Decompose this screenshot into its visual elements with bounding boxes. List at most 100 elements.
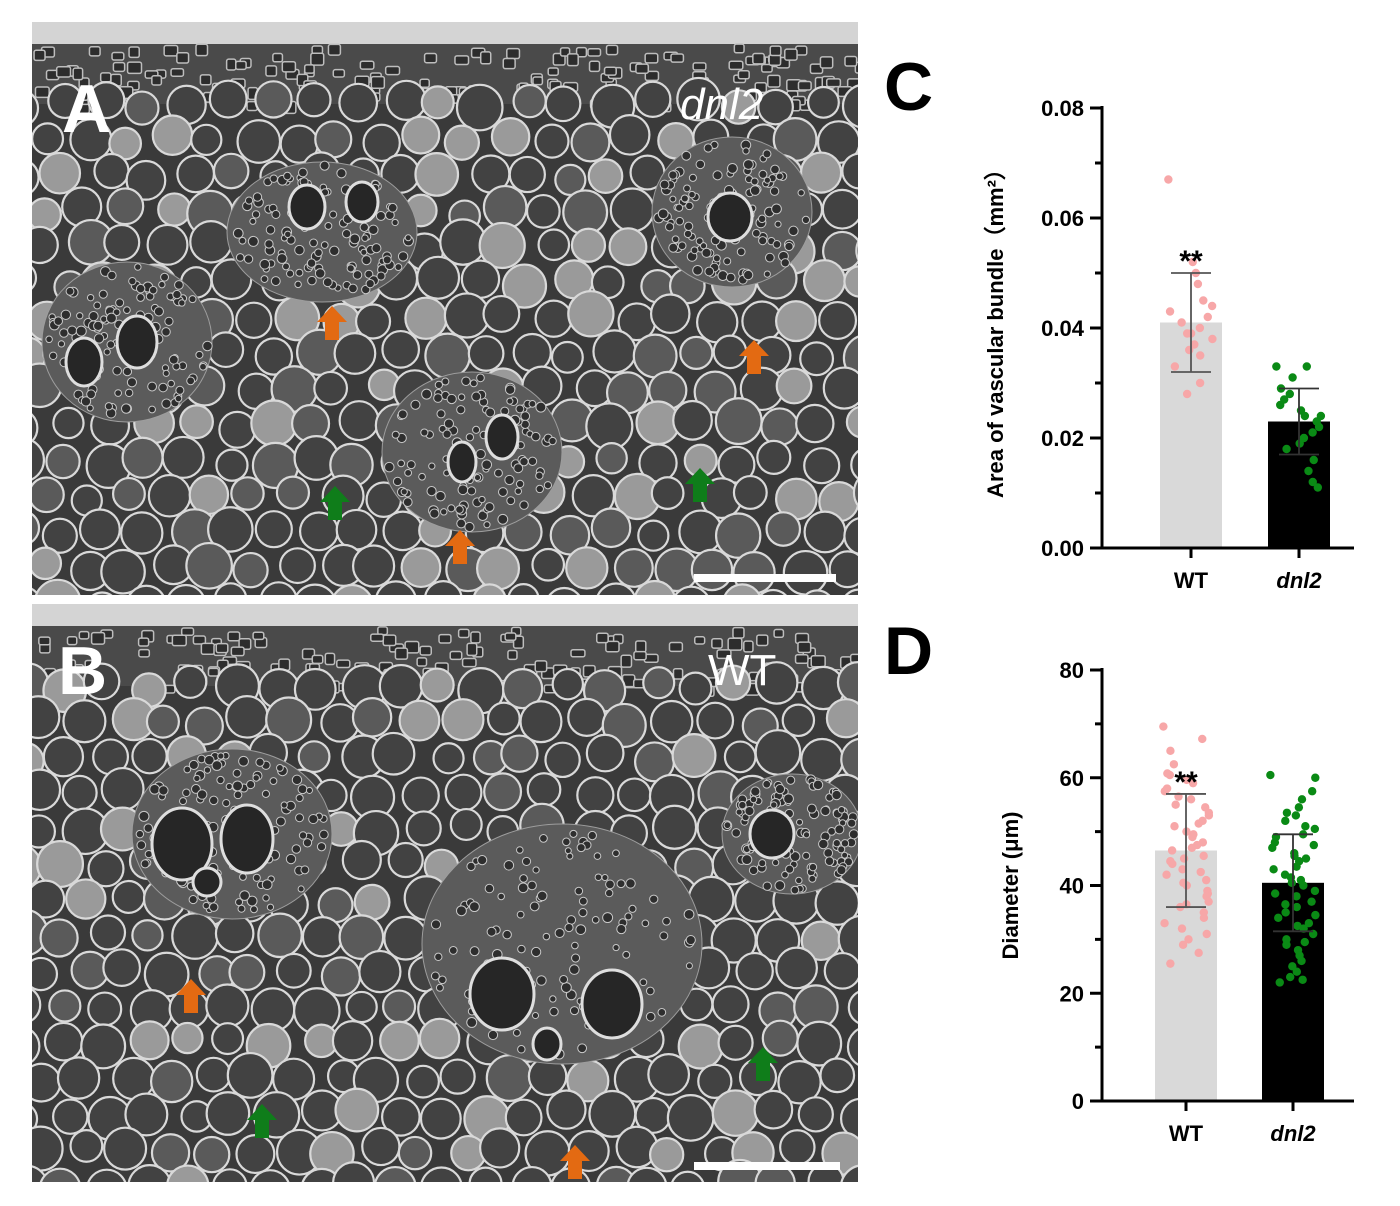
bundle-cell	[186, 376, 196, 386]
bundle-cell	[368, 224, 379, 235]
y-tick-label: 0	[1072, 1089, 1084, 1114]
small-cell	[479, 51, 492, 65]
vessel	[531, 1026, 563, 1062]
data-point-dnl2	[1274, 913, 1283, 923]
parenchyma-cell	[754, 661, 799, 705]
parenchyma-cell	[501, 668, 544, 710]
bundle-cell	[703, 143, 713, 153]
parenchyma-cell	[608, 227, 648, 267]
parenchyma-cell	[735, 951, 774, 991]
small-cell	[692, 62, 707, 71]
bundle-cell	[161, 327, 171, 337]
parenchyma-cell	[534, 123, 570, 159]
parenchyma-cell	[293, 667, 337, 711]
small-cell	[784, 48, 798, 61]
parenchyma-cell	[775, 300, 817, 343]
bundle-cell	[435, 490, 446, 502]
bundle-cell	[476, 373, 485, 383]
parenchyma-cell	[254, 510, 293, 549]
data-point-WT	[1170, 362, 1180, 371]
bundle-cell	[80, 396, 92, 407]
bundle-cell	[319, 160, 330, 171]
data-point-WT	[1165, 307, 1175, 316]
vessel	[344, 180, 380, 224]
parenchyma-cell	[781, 703, 816, 738]
parenchyma-cell	[844, 588, 858, 595]
data-point-WT	[1186, 795, 1196, 804]
parenchyma-cell	[548, 586, 581, 595]
bundle-cell	[222, 798, 231, 808]
small-cell	[310, 52, 325, 66]
small-cell	[112, 61, 126, 73]
parenchyma-cell	[648, 1137, 685, 1173]
data-point-WT	[1188, 832, 1197, 842]
up-arrow-icon	[748, 1047, 778, 1081]
bundle-cell	[259, 258, 271, 270]
data-point-WT	[1177, 924, 1187, 933]
bundle-cell	[175, 385, 185, 395]
parenchyma-cell	[32, 814, 57, 849]
parenchyma-cell	[230, 476, 265, 511]
parenchyma-cell	[756, 439, 792, 475]
parenchyma-cell	[42, 736, 85, 778]
parenchyma-cell	[32, 988, 42, 1022]
parenchyma-cell	[301, 1167, 343, 1182]
parenchyma-cell	[424, 580, 463, 595]
bundle-cell	[758, 169, 768, 179]
bundle-cell	[397, 409, 408, 420]
small-cell	[176, 51, 190, 64]
small-cell	[668, 641, 684, 653]
bundle-cell	[86, 293, 95, 302]
bundle-cell	[723, 821, 732, 830]
data-point-dnl2	[1270, 889, 1280, 898]
small-cell	[303, 64, 315, 74]
y-tick-label: 60	[1060, 766, 1084, 791]
parenchyma-cell	[775, 367, 813, 405]
bundle-cell	[841, 851, 849, 859]
parenchyma-cell	[714, 512, 762, 559]
parenchyma-cell	[432, 742, 465, 775]
bundle-cell	[671, 235, 680, 244]
bundle-cell	[531, 431, 541, 442]
small-cell	[138, 648, 151, 658]
parenchyma-cell	[537, 228, 571, 262]
parenchyma-cell	[52, 1098, 89, 1135]
bundle-cell	[744, 805, 755, 817]
bundle-cell	[659, 179, 670, 190]
parenchyma-cell	[331, 1019, 374, 1062]
bundle-cell	[477, 854, 488, 866]
data-point-dnl2	[1311, 773, 1320, 782]
bundle-cell	[751, 228, 761, 238]
significance-marker: **	[1179, 245, 1203, 278]
bundle-cell	[251, 210, 261, 219]
bundle-cell	[120, 403, 132, 414]
parenchyma-cell	[32, 546, 63, 581]
bundle-cell	[758, 859, 767, 868]
bundle-cell	[750, 177, 759, 186]
data-point-dnl2	[1282, 808, 1292, 817]
bundle-cell	[769, 186, 780, 196]
bundle-cell	[628, 904, 637, 913]
bundle-cell	[466, 486, 477, 496]
parenchyma-cell	[821, 188, 858, 230]
parenchyma-cell	[544, 741, 581, 779]
data-point-WT	[1165, 770, 1175, 780]
small-cell	[752, 52, 765, 65]
small-cell	[711, 637, 723, 649]
parenchyma-cell	[190, 123, 223, 157]
bundle-cell	[675, 203, 684, 212]
bundle-cell	[578, 908, 588, 918]
panel-letter-c: C	[884, 49, 934, 125]
bundle-cell	[365, 278, 375, 289]
bundle-cell	[136, 293, 145, 302]
bundle-cell	[683, 184, 691, 193]
bundle-cell	[498, 487, 508, 497]
bundle-cell	[391, 430, 400, 439]
bundle-cell	[535, 401, 547, 413]
bundle-cell	[562, 837, 571, 847]
small-cell	[128, 46, 140, 59]
bundle-cell	[531, 1012, 540, 1020]
parenchyma-cell	[254, 80, 293, 119]
bundle-cell	[771, 858, 780, 867]
